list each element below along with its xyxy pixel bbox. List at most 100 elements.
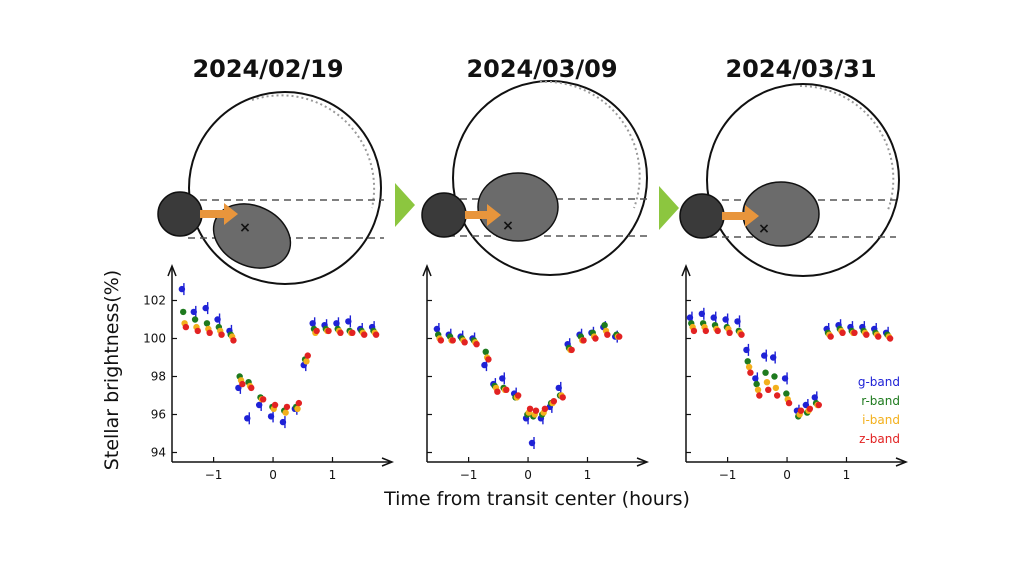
- data-point-g-band: [811, 394, 818, 401]
- data-point-z-band: [514, 392, 522, 399]
- legend-entry-z: z-band: [859, 432, 900, 446]
- data-point-i-band: [294, 405, 301, 412]
- y-tick-label: 100: [143, 332, 166, 346]
- x-tick-label: 1: [843, 468, 851, 482]
- data-point-z-band: [218, 331, 225, 338]
- light-curve-panel-3: −1 0 1: [681, 263, 909, 482]
- data-point-z-band: [230, 337, 237, 344]
- data-point-z-band: [248, 384, 255, 392]
- panel-title-2: 2024/03/09: [466, 55, 617, 83]
- star-disk: [706, 83, 900, 277]
- data-point-r-band: [601, 322, 608, 329]
- data-point-i-band: [763, 379, 771, 386]
- data-point-g-band: [178, 285, 186, 293]
- data-point-z-band: [449, 337, 456, 344]
- data-point-g-band: [433, 325, 441, 333]
- x-tick-label: 1: [329, 468, 337, 482]
- data-point-z-band: [726, 329, 733, 336]
- y-tick-label: 102: [143, 294, 166, 308]
- x-axis-title: Time from transit center (hours): [383, 488, 690, 510]
- data-point-g-band: [499, 375, 506, 382]
- data-point-z-band: [580, 337, 587, 344]
- data-point-z-band: [815, 401, 822, 409]
- transit-diagram-2: ×: [421, 80, 650, 276]
- data-point-g-band: [710, 314, 717, 321]
- y-axis-arrowhead: [681, 263, 691, 277]
- data-point-z-band: [875, 333, 882, 340]
- data-point-g-band: [190, 308, 197, 316]
- data-point-i-band: [282, 409, 289, 416]
- data-point-z-band: [271, 401, 279, 409]
- data-point-z-band: [532, 407, 540, 414]
- data-point-g-band: [781, 375, 789, 382]
- spot-center-marker: ×: [239, 220, 251, 236]
- data-point-z-band: [592, 335, 599, 342]
- data-point-r-band: [744, 358, 751, 365]
- data-point-z-band: [461, 339, 468, 346]
- data-point-z-band: [550, 398, 558, 405]
- data-point-r-band: [762, 369, 769, 376]
- data-point-z-band: [559, 394, 566, 401]
- data-point-z-band: [702, 327, 710, 335]
- x-axis-arrowhead: [636, 457, 650, 467]
- data-point-z-band: [194, 327, 201, 335]
- data-point-z-band: [485, 356, 492, 363]
- next-arrow-icon: [659, 186, 679, 230]
- legend-entry-g: g-band: [858, 375, 900, 389]
- x-tick-label: 0: [783, 468, 791, 482]
- data-point-g-band: [279, 418, 287, 426]
- data-point-z-band: [372, 331, 380, 338]
- data-point-g-band: [309, 320, 316, 327]
- data-point-g-band: [752, 375, 759, 382]
- legend: g-band r-band i-band z-band: [858, 375, 900, 446]
- spot-center-marker: ×: [758, 221, 770, 237]
- data-point-g-band: [722, 316, 729, 323]
- y-axis-title: Stellar brightness(%): [101, 270, 123, 470]
- data-point-z-band: [473, 341, 480, 348]
- data-point-g-band: [555, 384, 562, 392]
- x-tick-label: −1: [205, 468, 223, 482]
- data-point-z-band: [295, 399, 303, 407]
- panel-title-3: 2024/03/31: [725, 55, 876, 83]
- data-point-z-band: [616, 333, 623, 340]
- data-point-r-band: [753, 380, 760, 388]
- dark-spot: [477, 172, 559, 242]
- x-tick-label: −1: [460, 468, 478, 482]
- y-axis-arrowhead: [167, 263, 177, 277]
- data-point-z-band: [325, 327, 332, 335]
- companion-body: [679, 193, 725, 239]
- data-point-z-band: [797, 407, 805, 414]
- data-point-g-band: [267, 413, 275, 420]
- data-point-g-band: [761, 352, 768, 359]
- data-point-z-band: [568, 346, 575, 354]
- data-point-z-band: [886, 335, 894, 342]
- data-point-z-band: [747, 369, 754, 376]
- data-point-z-band: [541, 405, 549, 412]
- data-point-z-band: [526, 405, 534, 412]
- y-tick-label: 96: [151, 408, 166, 422]
- data-point-z-band: [806, 405, 814, 412]
- y-axis-arrowhead: [422, 263, 432, 277]
- data-point-g-band: [255, 401, 263, 409]
- light-curve-panel-2: −1 0 1: [422, 263, 650, 482]
- data-point-g-band: [244, 415, 251, 422]
- data-point-z-band: [604, 331, 611, 338]
- data-point-r-band: [191, 316, 199, 323]
- x-tick-label: 0: [269, 468, 277, 482]
- data-point-r-band: [203, 320, 211, 327]
- data-point-i-band: [754, 386, 762, 393]
- transit-diagram-1: ×: [157, 91, 384, 285]
- x-axis-arrowhead: [895, 457, 909, 467]
- data-point-z-band: [765, 386, 772, 393]
- data-point-g-band: [235, 384, 242, 392]
- star-disk: [452, 80, 648, 276]
- panel-title-1: 2024/02/19: [192, 55, 343, 83]
- motion-arrow: [722, 205, 759, 227]
- data-point-g-band: [481, 361, 488, 369]
- data-point-z-band: [304, 352, 311, 359]
- data-point-z-band: [349, 329, 356, 336]
- x-tick-label: −1: [719, 468, 737, 482]
- data-point-z-band: [437, 337, 445, 344]
- data-point-z-band: [337, 329, 344, 336]
